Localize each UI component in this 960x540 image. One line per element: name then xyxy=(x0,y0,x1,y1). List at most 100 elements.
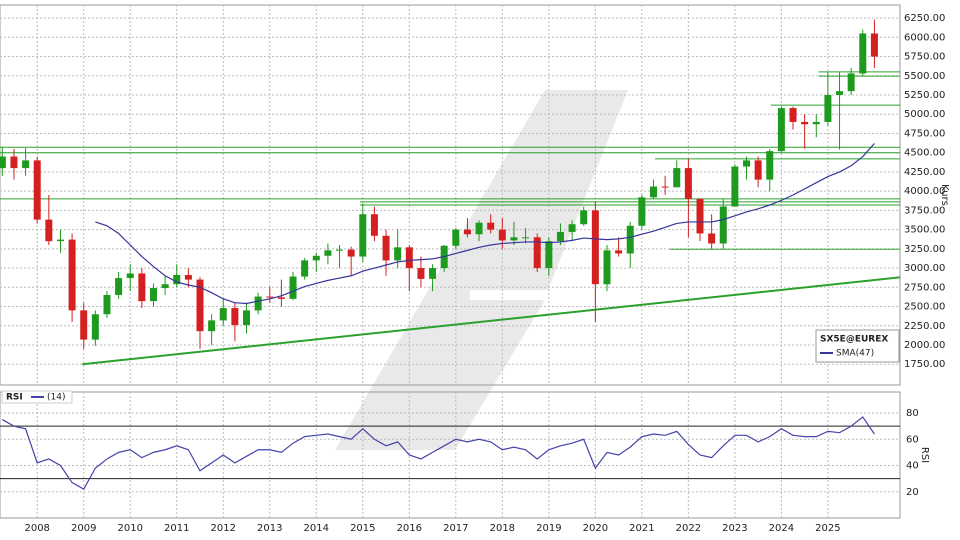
candle-body xyxy=(638,197,646,226)
candle-body xyxy=(568,224,576,232)
candle-body xyxy=(673,168,681,188)
candle-body xyxy=(475,222,483,235)
candle-body xyxy=(336,249,344,251)
candle-body xyxy=(696,198,704,234)
candle-body xyxy=(184,275,192,280)
x-tick-label: 2024 xyxy=(769,523,794,534)
candle-body xyxy=(545,241,553,269)
candle-body xyxy=(812,121,820,125)
x-tick-label: 2015 xyxy=(350,523,375,534)
candle-body xyxy=(684,168,692,199)
x-tick-label: 2025 xyxy=(815,523,840,534)
y-tick-label: 1750.00 xyxy=(904,359,945,370)
candle-body xyxy=(289,276,297,299)
y-tick-label: 2500.00 xyxy=(904,302,945,313)
legend-title: SX5E@EUREX xyxy=(820,335,888,345)
candle-body xyxy=(277,297,285,299)
x-tick-label: 2016 xyxy=(397,523,422,534)
candle-body xyxy=(591,210,599,285)
candle-body xyxy=(824,95,832,122)
candle-body xyxy=(615,250,623,254)
y-tick-label: 4500.00 xyxy=(904,148,945,159)
candle-body xyxy=(91,314,99,340)
x-tick-label: 2019 xyxy=(536,523,561,534)
candle-body xyxy=(766,151,774,180)
rsi-title: RSI xyxy=(6,393,23,403)
candle-body xyxy=(196,279,204,332)
x-tick-label: 2008 xyxy=(24,523,49,534)
y-tick-label: 2000.00 xyxy=(904,340,945,351)
candle-body xyxy=(219,308,227,321)
candle-body xyxy=(487,222,495,230)
candle-body xyxy=(243,310,251,325)
candle-body xyxy=(452,229,460,246)
y-tick-label: 4750.00 xyxy=(904,128,945,139)
watermark xyxy=(335,90,628,450)
candle-body xyxy=(429,268,437,279)
rsi-tick-label: 40 xyxy=(906,461,919,472)
y-tick-label: 2250.00 xyxy=(904,321,945,332)
rsi-tick-label: 20 xyxy=(906,487,919,498)
rsi-axis-label: RSI xyxy=(919,447,930,463)
candle-body xyxy=(417,268,425,279)
candle-body xyxy=(719,206,727,244)
y-tick-label: 5750.00 xyxy=(904,52,945,63)
y-tick-label: 2750.00 xyxy=(904,282,945,293)
candle-body xyxy=(22,160,30,169)
candle-body xyxy=(522,237,530,239)
candle-body xyxy=(33,160,41,220)
candle-body xyxy=(405,247,413,269)
candle-body xyxy=(556,231,564,242)
x-tick-label: 2021 xyxy=(629,523,654,534)
candle-body xyxy=(231,308,239,325)
candle-body xyxy=(161,284,169,289)
candle-body xyxy=(359,214,367,257)
x-tick-label: 2022 xyxy=(676,523,701,534)
candle-body xyxy=(149,288,157,302)
candle-body xyxy=(463,229,471,235)
candle-body xyxy=(301,260,309,277)
candle-body xyxy=(56,239,64,242)
x-tick-label: 2018 xyxy=(490,523,515,534)
x-tick-label: 2013 xyxy=(257,523,282,534)
x-tick-label: 2011 xyxy=(164,523,189,534)
rsi-line xyxy=(2,416,875,490)
legend-box xyxy=(815,329,900,363)
y-tick-label: 4000.00 xyxy=(904,186,945,197)
candle-body xyxy=(708,233,716,244)
candle-body xyxy=(10,156,18,169)
rsi-tick-label: 80 xyxy=(906,408,919,419)
candle-body xyxy=(661,186,669,188)
rsi-legend-label: (14) xyxy=(47,393,65,403)
candle-body xyxy=(68,239,76,311)
candle-body xyxy=(649,186,657,198)
candle-body xyxy=(173,275,181,285)
candle-body xyxy=(801,121,809,125)
candle-body xyxy=(115,278,123,295)
candle-body xyxy=(603,250,611,285)
trendline xyxy=(82,276,901,366)
legend-label: SMA(47) xyxy=(836,349,874,359)
x-tick-label: 2020 xyxy=(583,523,608,534)
y-tick-label: 3500.00 xyxy=(904,225,945,236)
candle-body xyxy=(324,250,332,256)
y-tick-label: 3750.00 xyxy=(904,205,945,216)
candle-body xyxy=(80,310,88,340)
candle-body xyxy=(789,108,797,122)
candle-body xyxy=(126,273,134,279)
rsi-panel xyxy=(0,391,901,519)
candle-body xyxy=(0,156,6,169)
y-tick-label: 5500.00 xyxy=(904,71,945,82)
candle-body xyxy=(533,237,541,269)
candle-body xyxy=(312,255,320,261)
x-tick-label: 2023 xyxy=(722,523,747,534)
candle-body xyxy=(836,91,844,95)
candle-body xyxy=(847,73,855,92)
x-tick-label: 2012 xyxy=(211,523,236,534)
candle-body xyxy=(382,235,390,261)
x-tick-label: 2017 xyxy=(443,523,468,534)
sma-line xyxy=(95,143,875,305)
candle-body xyxy=(254,296,262,311)
plot: 1750.00 2000.00 2250.00 2500.00 2750.00 3000.… xyxy=(0,5,945,534)
candle-body xyxy=(370,214,378,236)
